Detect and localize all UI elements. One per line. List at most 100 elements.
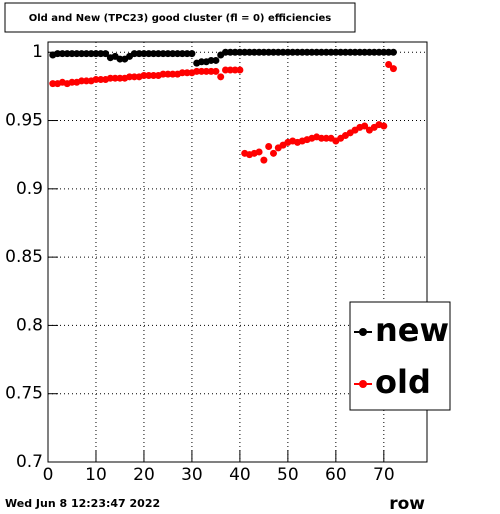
data-point: [68, 50, 76, 58]
data-point: [351, 48, 359, 56]
data-point: [169, 70, 177, 78]
y-tick-label: 0.75: [5, 384, 43, 404]
data-point: [265, 48, 273, 56]
data-point: [231, 66, 239, 74]
y-tick-label: 0.8: [16, 315, 43, 335]
data-point: [174, 50, 182, 58]
legend-marker: [359, 328, 367, 336]
data-point: [222, 48, 230, 56]
x-tick-label: 40: [229, 465, 251, 485]
data-point: [111, 74, 119, 82]
y-tick-label: 0.9: [16, 179, 43, 199]
data-point: [135, 50, 143, 58]
data-point: [92, 50, 100, 58]
data-point: [68, 78, 76, 86]
y-tick-label: 0.7: [16, 452, 43, 472]
data-point: [260, 48, 268, 56]
x-axis-label: row: [389, 494, 425, 514]
data-point: [284, 48, 292, 56]
data-point: [116, 74, 124, 82]
data-point: [255, 48, 263, 56]
data-point: [385, 48, 393, 56]
legend-marker: [359, 380, 367, 388]
data-point: [322, 134, 330, 142]
data-point: [183, 50, 191, 58]
data-point: [303, 48, 311, 56]
data-point: [365, 48, 373, 56]
data-point: [356, 48, 364, 56]
data-point: [82, 77, 90, 85]
data-point: [150, 50, 158, 58]
data-point: [298, 48, 306, 56]
data-point: [375, 48, 383, 56]
data-point: [380, 48, 388, 56]
data-point: [73, 50, 81, 58]
data-point: [293, 48, 301, 56]
data-point: [250, 48, 258, 56]
data-point: [236, 48, 244, 56]
data-point: [361, 48, 369, 56]
data-point: [126, 73, 134, 81]
data-point: [265, 142, 273, 150]
data-point: [169, 50, 177, 58]
data-point: [54, 50, 62, 58]
data-point: [289, 48, 297, 56]
data-point: [370, 48, 378, 56]
data-point: [49, 80, 57, 88]
data-point: [274, 48, 282, 56]
y-tick-label: 1: [32, 42, 43, 62]
data-point: [87, 50, 95, 58]
data-point: [140, 71, 148, 79]
data-point: [226, 48, 234, 56]
data-point: [269, 149, 277, 157]
y-tick-label: 0.85: [5, 247, 43, 267]
data-point: [308, 48, 316, 56]
data-point: [164, 50, 172, 58]
legend-label: new: [375, 311, 449, 349]
data-point: [97, 76, 105, 84]
data-point: [346, 48, 354, 56]
data-point: [116, 55, 124, 63]
data-point: [389, 65, 397, 73]
data-point: [236, 66, 244, 74]
data-point: [58, 50, 66, 58]
title-box: [4, 2, 356, 33]
data-point: [78, 77, 86, 85]
data-point: [159, 50, 167, 58]
data-point: [202, 67, 210, 75]
data-point: [97, 50, 105, 58]
data-point: [322, 48, 330, 56]
chart-title: Old and New (TPC23) good cluster (fl = 0…: [29, 13, 332, 24]
data-point: [140, 50, 148, 58]
data-point: [389, 48, 397, 56]
data-point: [145, 50, 153, 58]
x-tick-label: 70: [373, 465, 395, 485]
x-tick-label: 0: [43, 465, 54, 485]
data-point: [279, 48, 287, 56]
data-point: [198, 67, 206, 75]
data-point: [245, 48, 253, 56]
data-point: [341, 48, 349, 56]
timestamp: Wed Jun 8 12:23:47 2022: [5, 497, 160, 510]
data-point: [241, 48, 249, 56]
data-point: [207, 56, 215, 64]
data-point: [269, 48, 277, 56]
data-point: [313, 48, 321, 56]
x-tick-label: 50: [277, 465, 299, 485]
data-point: [231, 48, 239, 56]
legend-label: old: [375, 363, 431, 401]
data-point: [255, 148, 263, 156]
data-point: [183, 69, 191, 77]
data-point: [226, 66, 234, 74]
data-point: [212, 56, 220, 64]
data-point: [385, 61, 393, 69]
data-point: [130, 50, 138, 58]
data-point: [145, 71, 153, 79]
data-point: [380, 122, 388, 130]
data-point: [63, 50, 71, 58]
data-point: [212, 67, 220, 75]
data-point: [106, 74, 114, 82]
data-point: [82, 50, 90, 58]
data-point: [332, 48, 340, 56]
x-tick-label: 30: [181, 465, 203, 485]
